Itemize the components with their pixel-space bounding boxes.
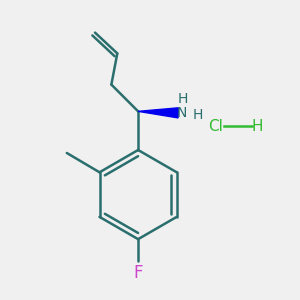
Text: N: N xyxy=(177,106,187,120)
Polygon shape xyxy=(138,108,178,118)
Text: Cl: Cl xyxy=(208,119,223,134)
Text: H: H xyxy=(251,119,263,134)
Text: H: H xyxy=(193,108,203,122)
Text: F: F xyxy=(134,264,143,282)
Text: H: H xyxy=(178,92,188,106)
